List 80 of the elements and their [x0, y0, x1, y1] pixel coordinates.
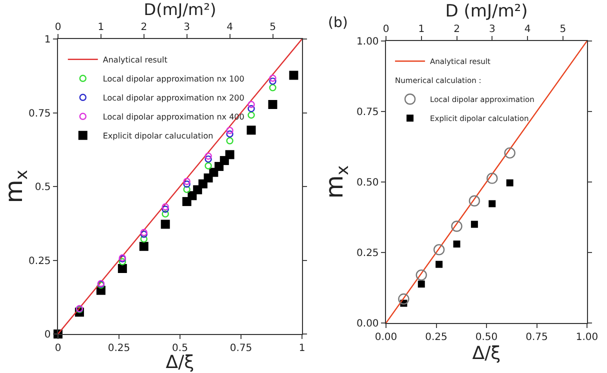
x-tick-label: 0.25 — [108, 343, 130, 354]
point — [486, 172, 498, 184]
point — [204, 162, 212, 170]
point — [225, 150, 234, 160]
y-tick-label: 1.00 — [356, 36, 379, 48]
point — [139, 242, 148, 251]
y-tick-label: 0.25 — [28, 256, 51, 267]
x2-tick-label: 3 — [184, 22, 190, 33]
point — [160, 220, 170, 229]
x-tick-label: 0.5 — [172, 343, 188, 354]
x2-tick-label: 0 — [382, 24, 390, 35]
point — [504, 147, 516, 159]
y-tick-label: 0.75 — [28, 108, 51, 120]
legend-label: Local dipolar approximation nx 200 — [102, 94, 244, 103]
point — [416, 269, 427, 281]
x-tick-label: 0.75 — [230, 343, 252, 354]
point — [226, 130, 234, 138]
legend-label: Explicit dipolar caluculation — [102, 132, 214, 141]
point — [162, 203, 169, 210]
point — [183, 186, 190, 194]
point — [433, 244, 445, 256]
x-tick-label: 0.25 — [425, 332, 448, 344]
point — [226, 126, 234, 134]
point — [248, 100, 255, 108]
y-tick-label: 0.50 — [356, 178, 379, 188]
point — [118, 258, 126, 266]
legend-label: Local dipolar approximation nx 100 — [102, 74, 244, 84]
point — [418, 280, 425, 288]
point — [183, 180, 190, 188]
x2-axis-title: D (mJ/m²) — [445, 1, 528, 22]
point — [140, 235, 148, 243]
point — [436, 260, 443, 268]
x-tick-label: 0.75 — [526, 332, 548, 344]
point — [162, 210, 169, 218]
x2-tick-label: 3 — [488, 24, 496, 35]
y-tick-label: 1 — [44, 34, 51, 46]
x2-axis-title: D(mJ/m²) — [144, 0, 216, 19]
x2-tick-label: 1 — [98, 22, 104, 33]
point — [289, 70, 298, 80]
x-tick-label: 1 — [298, 343, 306, 354]
point — [451, 220, 462, 232]
x2-tick-label: 4 — [524, 24, 531, 35]
x2-tick-label: 5 — [270, 22, 276, 33]
point — [398, 293, 410, 305]
x-axis-title: Δ/ξ — [472, 343, 501, 364]
point — [183, 178, 190, 186]
point — [118, 264, 127, 274]
point — [204, 155, 212, 163]
x2-tick-label: 4 — [226, 22, 234, 33]
point — [488, 200, 496, 208]
point — [453, 240, 460, 248]
x-tick-label: 1.00 — [576, 332, 598, 344]
x-tick-label: 0.50 — [475, 332, 498, 344]
point — [268, 100, 278, 109]
point — [162, 206, 169, 213]
x-tick-label: 0.00 — [374, 332, 398, 344]
x2-tick-label: 2 — [454, 24, 460, 35]
y-tick-label: 0.5 — [34, 182, 51, 193]
point — [269, 74, 276, 82]
y-tick-label: 0.25 — [356, 248, 379, 259]
point — [204, 152, 212, 160]
point — [226, 137, 234, 144]
y-tick-label: 0.75 — [356, 107, 379, 118]
x2-tick-label: 0 — [54, 22, 62, 33]
point — [269, 78, 276, 85]
x2-tick-label: 2 — [140, 22, 148, 33]
point — [506, 179, 514, 186]
x-tick-label: 0 — [54, 343, 62, 354]
point — [248, 105, 255, 112]
point — [269, 84, 276, 92]
point — [246, 126, 256, 135]
y-tick-label: 0.00 — [356, 318, 379, 330]
x2-tick-label: 5 — [560, 24, 566, 35]
point — [248, 112, 255, 119]
legend-label: Analytical result — [102, 56, 168, 65]
point — [470, 220, 478, 228]
point — [468, 195, 480, 206]
x2-tick-label: 1 — [418, 24, 425, 35]
x-axis-title: Δ/ξ — [166, 352, 194, 373]
chart-title: (b) — [328, 15, 348, 31]
